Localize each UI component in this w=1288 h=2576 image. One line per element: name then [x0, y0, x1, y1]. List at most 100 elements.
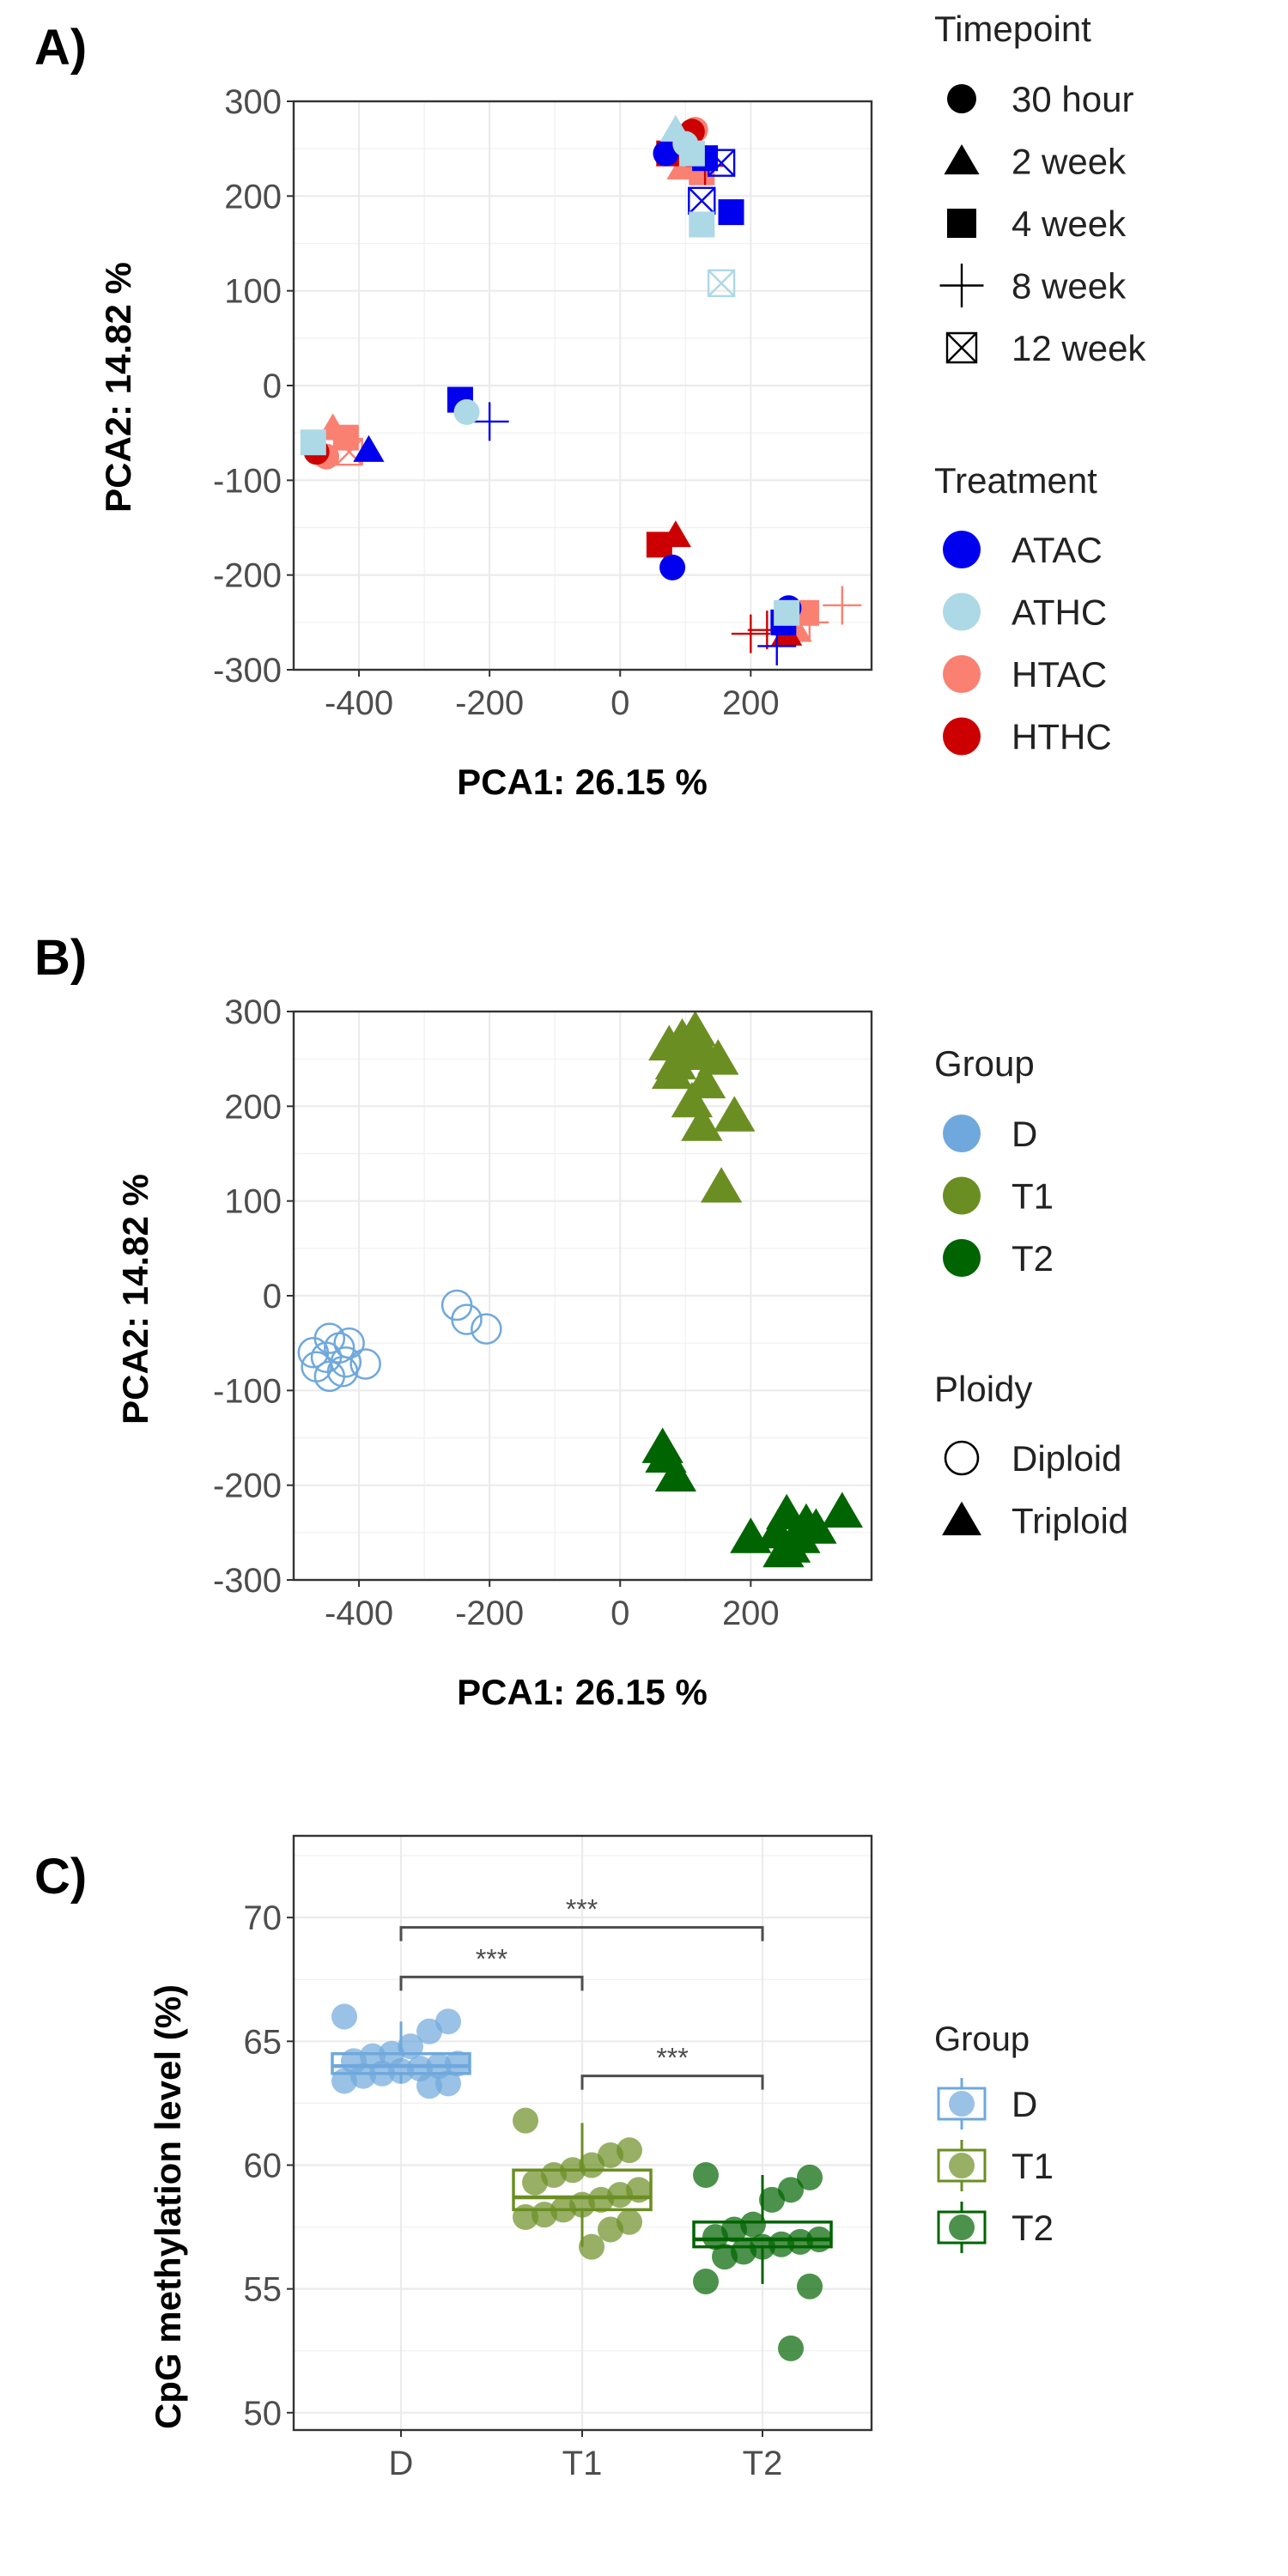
legend-treatment-key	[943, 717, 981, 756]
legend-treatment-key	[943, 592, 981, 631]
panel-a-point-athc	[678, 140, 705, 167]
panel-c-panel-border	[292, 1834, 873, 2432]
legend-group-c-title: Group	[934, 2020, 1030, 2058]
panel-b-ylabel: PCA2: 14.82 %	[115, 1174, 155, 1425]
panel-a-y-tick-label: 300	[224, 83, 282, 121]
panel-c-significance-label: ***	[656, 2043, 688, 2074]
panel-b-point-t1	[651, 1053, 694, 1090]
panel-c-point-t2	[693, 2269, 719, 2294]
legend-treatment-label: ATHC	[1012, 592, 1107, 633]
panel-c-point-d	[445, 2050, 471, 2077]
legend-timepoint-label: 12 week	[1012, 328, 1146, 368]
panel-c-y-tick-label: 65	[244, 2023, 283, 2061]
panel-c-significance-bracket	[399, 1926, 764, 1941]
panel-a-point-atac	[659, 554, 686, 580]
panel-a-xlabel: PCA1: 26.15 %	[457, 762, 708, 802]
panel-a-panel-border	[292, 100, 873, 671]
legend-group-c-key-point	[949, 2215, 975, 2240]
panel-a-plot: -400 -200 0 200 300 200 100 0 -100 -200 -300	[213, 83, 873, 722]
panel-c-point-t2	[797, 2164, 823, 2190]
panel-c-point-t2	[702, 2224, 728, 2251]
panel-a-x-tick-label: 200	[722, 684, 780, 722]
panel-b-point-t1	[700, 1167, 743, 1203]
legend-group-b-title: Group	[934, 1043, 1035, 1084]
panel-c-significance-label: ***	[566, 1894, 598, 1925]
legends: 30 hour 2 week 4 week 8 week 12 week ATAC ATHC…	[937, 79, 1146, 2253]
panel-b-point-t1	[714, 1096, 756, 1132]
panel-b-point-t2	[779, 1517, 821, 1553]
panel-c-point-t2	[787, 2228, 813, 2255]
panel-b-y-tick-label: 100	[224, 1183, 282, 1221]
panel-c-significance-bracket	[399, 1975, 584, 1991]
panel-b-x-tick-label: 200	[722, 1595, 780, 1632]
panel-c-point-t1	[598, 2142, 623, 2168]
panel-a-point-htac	[823, 586, 862, 625]
panel-b-y-tick-label: 0	[263, 1278, 282, 1315]
panel-c-plot: 70 65 60 55 50 D T1 T2 *** *** ***	[244, 1834, 873, 2482]
panel-c-point-d	[331, 2003, 357, 2030]
panel-a-point-hthc	[659, 520, 691, 548]
panel-a-point-athc	[453, 398, 480, 425]
legend-timepoint-label: 4 week	[1012, 204, 1127, 244]
panel-a-y-tick-label: 0	[263, 368, 282, 405]
panel-a-point-hthc	[731, 614, 770, 653]
panel-c-point-d	[435, 2070, 461, 2097]
panel-c-y-tick-label: 55	[244, 2271, 283, 2309]
panel-b-point-d	[313, 1360, 346, 1393]
panel-c-significance-label: ***	[476, 1943, 507, 1974]
panel-a-point-atac	[470, 402, 509, 441]
legend-treatment-label: HTAC	[1012, 654, 1107, 695]
legend-treatment-key	[943, 531, 981, 568]
legend-timepoint-title: Timepoint	[934, 9, 1091, 49]
panel-c-ylabel: CpG methylation level (%)	[148, 1984, 188, 2429]
panel-a-point-athc	[659, 114, 691, 142]
panel-b-xlabel: PCA1: 26.15 %	[457, 1672, 708, 1712]
legend-group-b-label: T1	[1012, 1176, 1054, 1217]
legend-timepoint-key-triangle	[944, 143, 980, 175]
legend-ploidy-key-diploid	[944, 1440, 980, 1476]
panel-c-x-tick-label: T1	[562, 2445, 603, 2482]
legend-timepoint-key-square	[947, 209, 976, 238]
panel-a-point-atac	[718, 199, 744, 226]
panel-c-point-d	[388, 2057, 414, 2084]
legend-timepoint-key-circle	[947, 84, 976, 113]
panel-b-point-t1	[697, 1039, 739, 1075]
legend-group-c-label: D	[1012, 2084, 1037, 2124]
panel-b-y-tick-label: 300	[224, 993, 282, 1031]
legend-group-b-key	[943, 1115, 981, 1152]
panel-a-x-tick-label: -200	[455, 684, 524, 722]
legend-treatment-title: Treatment	[934, 460, 1097, 501]
panel-c-y-tick-label: 70	[244, 1899, 283, 1937]
legend-group-b-label: D	[1012, 1114, 1037, 1154]
panel-b-letter: B)	[34, 930, 87, 986]
panel-a-y-tick-label: 100	[224, 273, 282, 311]
panel-c-y-tick-label: 50	[244, 2395, 283, 2433]
panel-a-x-tick-label: -400	[325, 684, 393, 722]
legend-treatment-label: ATAC	[1012, 530, 1103, 570]
panel-c-point-d	[416, 2073, 442, 2099]
panel-c-point-t2	[778, 2177, 804, 2203]
panel-b-x-tick-label: 0	[611, 1595, 629, 1632]
panel-c-point-t1	[579, 2233, 605, 2260]
panel-c-x-tick-label: D	[389, 2445, 414, 2482]
panel-b-point-d	[313, 1322, 346, 1354]
panel-c-point-t1	[513, 2107, 538, 2134]
panel-c-significance-bracket	[580, 2075, 764, 2090]
panel-c-point-d	[369, 2060, 395, 2087]
panel-b-x-tick-label: -400	[325, 1595, 393, 1632]
legend-group-b-key	[943, 1176, 981, 1215]
panel-b-point-d	[310, 1341, 343, 1373]
panel-b-point-d	[471, 1313, 502, 1345]
panel-c-point-t2	[778, 2335, 804, 2361]
legend-group-c-label: T2	[1012, 2208, 1054, 2248]
panel-b-y-tick-label: 200	[224, 1088, 282, 1126]
panel-c-point-t2	[806, 2226, 832, 2252]
legend-group-c-label: T1	[1012, 2146, 1054, 2186]
panel-a-y-tick-label: -100	[213, 462, 282, 500]
panel-a-y-tick-label: -200	[213, 557, 282, 595]
panel-c-point-t2	[797, 2273, 823, 2300]
legend-treatment-label: HTHC	[1012, 717, 1112, 757]
panel-b-y-tick-label: -300	[213, 1562, 282, 1600]
legend-timepoint-label: 30 hour	[1012, 79, 1133, 119]
legend-ploidy-label: Diploid	[1012, 1438, 1121, 1479]
